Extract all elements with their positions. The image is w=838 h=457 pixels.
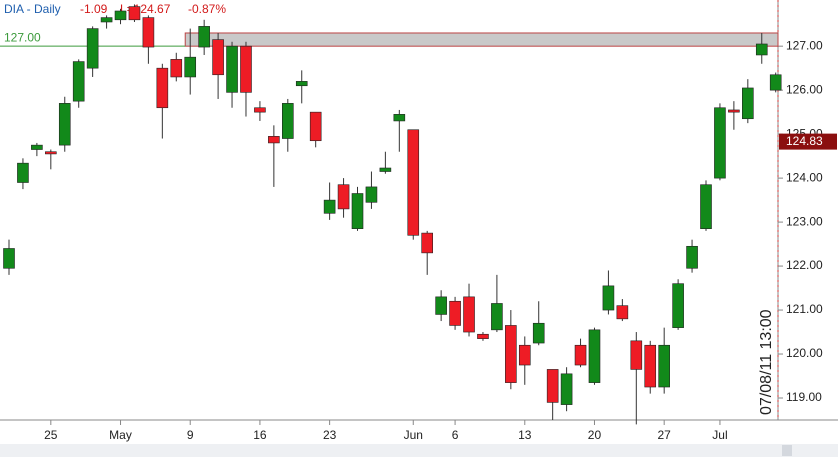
candle-body — [240, 45, 252, 93]
candle-body — [630, 340, 643, 370]
x-tick-label: May — [109, 428, 132, 442]
change: -1.09 — [80, 2, 108, 16]
candle-body — [574, 344, 587, 366]
candle-body — [100, 17, 113, 23]
y-tick-label: 127.00 — [786, 38, 823, 52]
candle-body — [309, 111, 322, 142]
x-tick-label: 6 — [452, 428, 459, 442]
candle-body — [351, 193, 364, 229]
y-tick-label: 121.00 — [786, 302, 823, 316]
last-price-label: 124.83 — [786, 134, 823, 148]
x-tick-label: 20 — [588, 428, 602, 442]
candle-body — [755, 43, 768, 56]
candle-body — [337, 184, 350, 210]
candle-body — [268, 136, 280, 144]
candle-body — [407, 129, 420, 236]
candle-body — [463, 296, 475, 333]
candle-body — [170, 59, 183, 78]
x-tick-label: 16 — [253, 428, 267, 442]
scrollbar[interactable] — [0, 444, 838, 457]
candle-body — [491, 303, 503, 331]
candle-body — [184, 56, 197, 78]
y-tick-label: 120.00 — [786, 346, 823, 360]
y-tick-label: 122.00 — [786, 258, 823, 272]
change-pct: -0.87% — [188, 2, 226, 16]
candle-body — [226, 45, 238, 93]
candle-body — [254, 107, 266, 113]
zone — [184, 32, 779, 47]
candle-body — [421, 232, 434, 254]
candle-body — [323, 199, 336, 214]
candle-body — [560, 373, 573, 405]
candle-body — [58, 103, 71, 146]
candle-body — [518, 344, 531, 366]
candle-body — [686, 245, 698, 269]
candle-body — [449, 300, 461, 326]
candle-body — [198, 26, 210, 48]
candle-body — [365, 186, 378, 203]
y-tick-label: 123.00 — [786, 214, 823, 228]
last-price-tag — [779, 133, 837, 150]
candle-body — [546, 369, 559, 403]
scroll-thumb[interactable] — [782, 445, 792, 456]
last: L=124.67 — [120, 2, 171, 16]
candle-body — [714, 107, 726, 179]
candle-body — [700, 184, 712, 229]
candle-body — [212, 39, 224, 76]
candle-body — [114, 10, 127, 21]
candle-body — [742, 87, 754, 120]
candle-body — [45, 151, 57, 155]
y-tick-label: 126.00 — [786, 82, 823, 96]
candle-body — [72, 61, 85, 102]
candle-body — [393, 114, 406, 122]
candle-body — [281, 103, 294, 139]
x-tick-label: 25 — [44, 428, 58, 442]
candle-body — [672, 283, 684, 328]
candle-body — [435, 296, 447, 315]
x-tick-label: 27 — [658, 428, 672, 442]
candle-body — [616, 305, 629, 320]
candle-body — [602, 285, 615, 311]
candle-body — [142, 17, 155, 48]
x-tick-label: 9 — [187, 428, 194, 442]
candle-body — [477, 333, 489, 339]
x-tick-label: 13 — [518, 428, 532, 442]
x-tick-label: 23 — [323, 428, 337, 442]
candle-body — [17, 162, 29, 183]
y-tick-label: 124.00 — [786, 170, 823, 184]
candle-body — [379, 167, 392, 172]
candle-body — [505, 325, 517, 383]
candle-body — [532, 322, 545, 344]
candle-body — [644, 344, 657, 388]
candle-body — [658, 344, 670, 388]
x-tick-label: Jun — [404, 428, 423, 442]
candle-body — [295, 81, 308, 87]
candle-body — [156, 67, 169, 109]
x-tick-label: Jul — [712, 428, 727, 442]
candle-body — [128, 6, 141, 21]
timestamp: 07/08/11 13:00 — [758, 309, 775, 415]
candle-body — [86, 28, 99, 69]
chart-title: DIA - Daily — [4, 2, 61, 16]
hline-label: 127.00 — [4, 30, 41, 44]
candle-body — [769, 74, 782, 91]
candle-body — [3, 248, 15, 269]
candle-body — [728, 109, 740, 113]
candle-body — [31, 144, 43, 150]
candle-body — [588, 329, 601, 383]
y-tick-label: 119.00 — [786, 390, 822, 404]
